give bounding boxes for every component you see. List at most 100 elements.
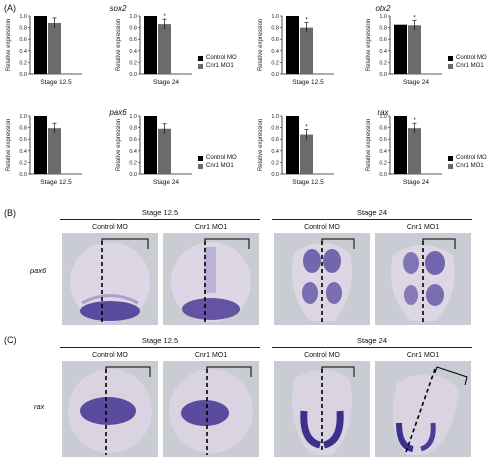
y-tick-label: 0.8 [271,26,279,32]
y-tick-label: 1.0 [19,14,27,20]
panel-c-cond-3: Control MO [304,352,340,359]
legend-pax6: Control MO Cnr1 MO1 [198,154,237,170]
panel-c-label: (C) [4,335,17,345]
panel-c-row-label: rax [34,402,45,411]
panel-b-stage-left: Stage 12.5 [141,208,179,217]
legend-label-cnr1: Cnr1 MO1 [456,63,484,69]
legend-swatch-cnr1 [448,63,453,69]
significance-marker: * [305,125,308,131]
bar [158,128,171,174]
gene-title-sox2: sox2 [109,4,127,13]
panel-c-cond-4: Cnr1 MO1 [406,352,440,359]
embryo-image-b3 [274,233,370,325]
y-tick-label: 0.8 [271,126,279,132]
x-axis-stage-label: Stage 24 [153,179,179,186]
legend-label-control: Control MO [206,155,237,161]
y-tick-label: 0.4 [379,149,387,155]
panel-b-cond-1: Control MO [92,224,128,231]
legend-label-cnr1: Cnr1 MO1 [456,163,484,169]
bar [408,128,421,174]
gene-title-rax: rax [377,108,389,117]
y-tick-label: 0.4 [379,49,387,55]
y-tick-label: 1.0 [379,114,387,120]
y-axis-label: Relative expression [116,119,122,171]
y-tick-label: 0.4 [271,49,279,55]
legend-rax: Control MO Cnr1 MO1 [448,154,487,170]
panel-c-cond-1: Control MO [92,352,128,359]
embryo-image-c4 [375,361,471,457]
panel-b-cond-3: Control MO [304,224,340,231]
y-tick-label: 0.6 [19,137,27,143]
panel-b-stage-right: Stage 24 [356,208,388,217]
y-tick-label: 0.6 [19,37,27,43]
panel-c-stage-left-line [60,347,260,348]
legend-swatch-cnr1 [198,163,203,169]
y-tick-label: 0.2 [129,160,137,166]
y-tick-label: 0.6 [129,37,137,43]
significance-marker: * [413,15,416,21]
x-axis-stage-label: Stage 12.5 [40,79,72,86]
legend-otx2: Control MO Cnr1 MO1 [448,54,487,70]
y-tick-label: 0.2 [271,60,279,66]
bar [48,22,61,74]
y-tick-label: 0.2 [19,160,27,166]
y-tick-label: 0.0 [271,172,279,178]
legend-swatch-control [198,155,203,161]
y-tick-label: 0.8 [379,126,387,132]
bar [286,16,299,74]
y-tick-label: 1.0 [19,114,27,120]
panel-a-label: (A) [4,3,16,13]
significance-marker: * [305,18,308,24]
y-tick-label: 1.0 [129,14,137,20]
y-tick-label: 0.2 [19,60,27,66]
panel-b-label: (B) [4,208,16,218]
y-tick-label: 0.6 [129,137,137,143]
y-tick-label: 0.8 [19,126,27,132]
embryo-image-c1 [62,361,158,457]
y-axis-label: Relative expression [258,119,264,171]
y-tick-label: 1.0 [379,14,387,20]
x-axis-stage-label: Stage 24 [403,79,429,86]
y-tick-label: 0.6 [379,37,387,43]
y-tick-label: 0.0 [379,172,387,178]
embryo-image-c2 [163,361,259,457]
legend-sox2: Control MO Cnr1 MO1 [198,54,237,70]
panel-b-stage-right-line [272,219,472,220]
bar [158,24,171,74]
legend-label-control: Control MO [456,55,487,61]
legend-swatch-cnr1 [198,63,203,69]
y-axis-label: Relative expression [258,19,264,71]
bar-charts: 0.0 0.2 0.4 0.6 0.8 1.0 Relative expression Sta… [6,14,442,186]
panel-b-cond-4: Cnr1 MO1 [406,224,440,231]
legend-label-control: Control MO [456,155,487,161]
panel-c-stage-left: Stage 12.5 [141,336,179,345]
legend-swatch-cnr1 [448,163,453,169]
x-axis-stage-label: Stage 12.5 [40,179,72,186]
y-tick-label: 0.0 [379,72,387,78]
legend-swatch-control [198,55,203,61]
y-tick-label: 0.6 [271,137,279,143]
embryo-image-b4 [375,233,471,325]
y-tick-label: 1.0 [271,114,279,120]
significance-marker: * [163,14,166,20]
bar [408,25,421,75]
y-tick-label: 0.0 [129,172,137,178]
embryo-image-c3 [274,361,370,457]
y-tick-label: 0.2 [379,160,387,166]
y-axis-label: Relative expression [366,119,372,171]
y-tick-label: 0.6 [271,37,279,43]
y-axis-label: Relative expression [6,119,12,171]
y-tick-label: 0.0 [19,172,27,178]
panel-c-stage-right-line [272,347,472,348]
legend-swatch-control [448,155,453,161]
legend-label-control: Control MO [206,55,237,61]
significance-marker: * [413,118,416,124]
bar [300,27,313,75]
panel-b-stage-left-line [60,219,260,220]
x-axis-stage-label: Stage 12.5 [292,79,324,86]
bar [144,16,157,74]
panel-c-cond-2: Cnr1 MO1 [194,352,228,359]
panel-b-row-label: pax6 [30,266,47,275]
panel-c-stage-right: Stage 24 [356,336,388,345]
y-tick-label: 0.8 [129,126,137,132]
